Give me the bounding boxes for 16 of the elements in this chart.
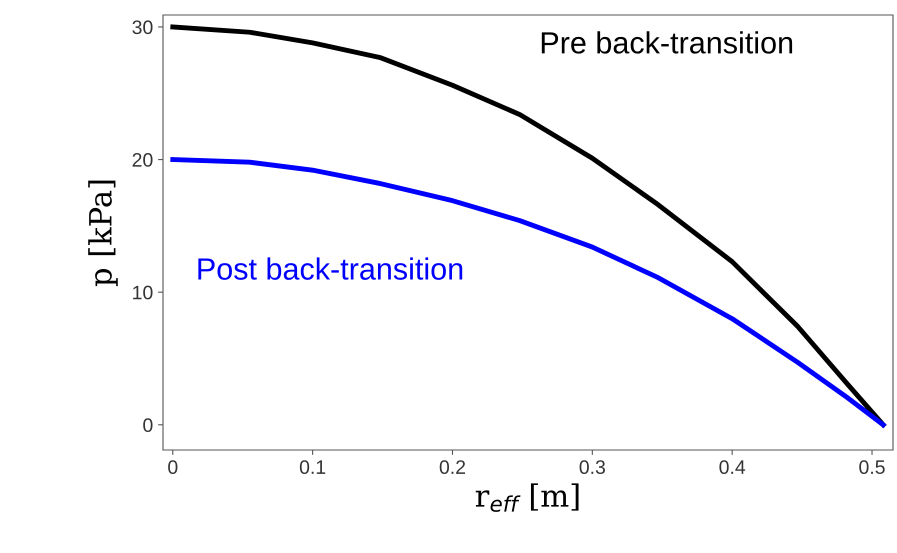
text: Pre back-transition (542, 31, 792, 54)
y-tick-label: 0 (143, 418, 153, 432)
x-tick-label: 0.3 (580, 460, 605, 474)
x-tick-label: 0.2 (440, 460, 466, 474)
line-series (170, 157, 886, 428)
x-axis-title: r$_{eff}$ [m] (476, 483, 579, 512)
y-axis-title: p [kPa] (88, 180, 118, 286)
y-tick-label: 30 (132, 20, 153, 34)
x-tick-label: 0.5 (859, 460, 885, 474)
y-tick-label: 20 (132, 153, 153, 167)
x-tick-label: 0 (168, 460, 178, 474)
x-tick-label: 0.4 (719, 460, 746, 474)
x-tick-label: 0.1 (300, 460, 326, 474)
line-series (170, 24, 886, 428)
series-label: Post back-transition (198, 257, 462, 280)
y-tick-label: 10 (133, 286, 153, 300)
